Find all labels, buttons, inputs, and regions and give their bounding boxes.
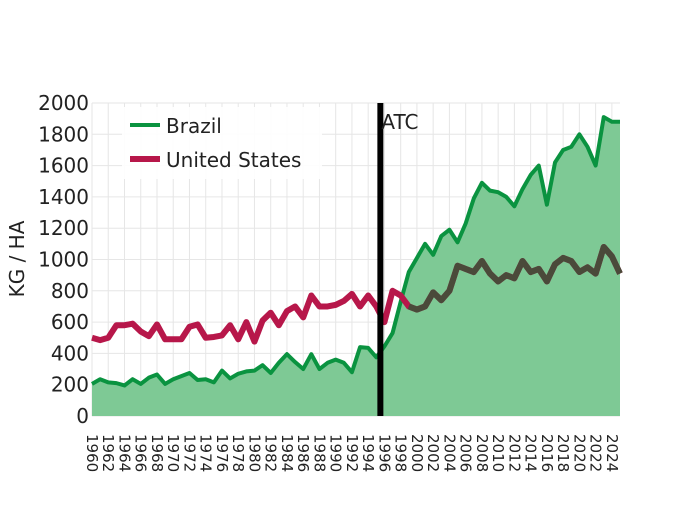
legend-entry-label[interactable]: United States <box>166 148 301 172</box>
x-tick-label: 1960 <box>83 434 101 472</box>
y-axis-title: KG / HA <box>5 220 29 297</box>
x-tick-label: 1980 <box>245 434 263 472</box>
x-tick-label: 1978 <box>229 434 247 472</box>
area-layer <box>92 117 620 416</box>
x-tick-label: 2022 <box>587 434 605 472</box>
y-tick-label: 1400 <box>38 185 89 209</box>
x-tick-label: 2002 <box>424 434 442 472</box>
legend-box <box>122 107 322 179</box>
y-tick-label: 400 <box>51 341 89 365</box>
y-tick-label: 1600 <box>38 154 89 178</box>
brazil-line[interactable] <box>90 115 620 388</box>
x-tick-label: 2018 <box>554 434 572 472</box>
annotation-layer: ATC <box>377 103 419 416</box>
x-tick-label: 1970 <box>164 434 182 472</box>
brazil-area <box>92 117 620 416</box>
x-tick-label: 1998 <box>392 434 410 472</box>
y-tick-label: 2000 <box>38 91 89 115</box>
atc-annotation-label: ATC <box>381 110 418 134</box>
x-tick-label: 2004 <box>440 434 458 472</box>
x-tick-label: 1968 <box>148 434 166 472</box>
x-tick-label: 1996 <box>375 434 393 472</box>
x-axis-ticks: 1960196219641966196819701972197419761978… <box>83 434 621 472</box>
line-layer <box>90 115 623 388</box>
y-tick-label: 800 <box>51 279 89 303</box>
y-tick-label: 1000 <box>38 248 89 272</box>
x-tick-label: 1992 <box>343 434 361 472</box>
x-tick-label: 1994 <box>359 434 377 472</box>
x-tick-label: 1962 <box>99 434 117 472</box>
x-tick-label: 2008 <box>473 434 491 472</box>
y-tick-label: 1800 <box>38 122 89 146</box>
x-tick-label: 2012 <box>505 434 523 472</box>
x-tick-label: 2020 <box>570 434 588 472</box>
x-tick-label: 1982 <box>262 434 280 472</box>
x-tick-label: 1986 <box>294 434 312 472</box>
x-tick-label: 2016 <box>538 434 556 472</box>
x-tick-label: 1988 <box>310 434 328 472</box>
x-tick-label: 1966 <box>132 434 150 472</box>
legend-entry-label[interactable]: Brazil <box>166 114 222 138</box>
y-tick-label: 600 <box>51 310 89 334</box>
x-tick-label: 1976 <box>213 434 231 472</box>
y-tick-label: 0 <box>76 404 89 428</box>
x-tick-label: 1964 <box>115 434 133 472</box>
x-tick-label: 1984 <box>278 434 296 472</box>
x-tick-label: 2024 <box>603 434 621 472</box>
y-tick-label: 1200 <box>38 216 89 240</box>
x-tick-label: 1974 <box>197 434 215 472</box>
x-tick-label: 1972 <box>180 434 198 472</box>
x-tick-label: 2006 <box>457 434 475 472</box>
united-states-line-overlay <box>407 243 623 313</box>
legend[interactable]: Brazil United States <box>122 107 322 179</box>
y-axis-ticks: 0 200 400 600 800 1000 1200 1400 1600 1800 2000 <box>38 91 89 428</box>
x-tick-label: 2000 <box>408 434 426 472</box>
y-tick-label: 200 <box>51 373 89 397</box>
x-tick-label: 2010 <box>489 434 507 472</box>
x-tick-label: 2014 <box>522 434 540 472</box>
x-tick-label: 1990 <box>327 434 345 472</box>
